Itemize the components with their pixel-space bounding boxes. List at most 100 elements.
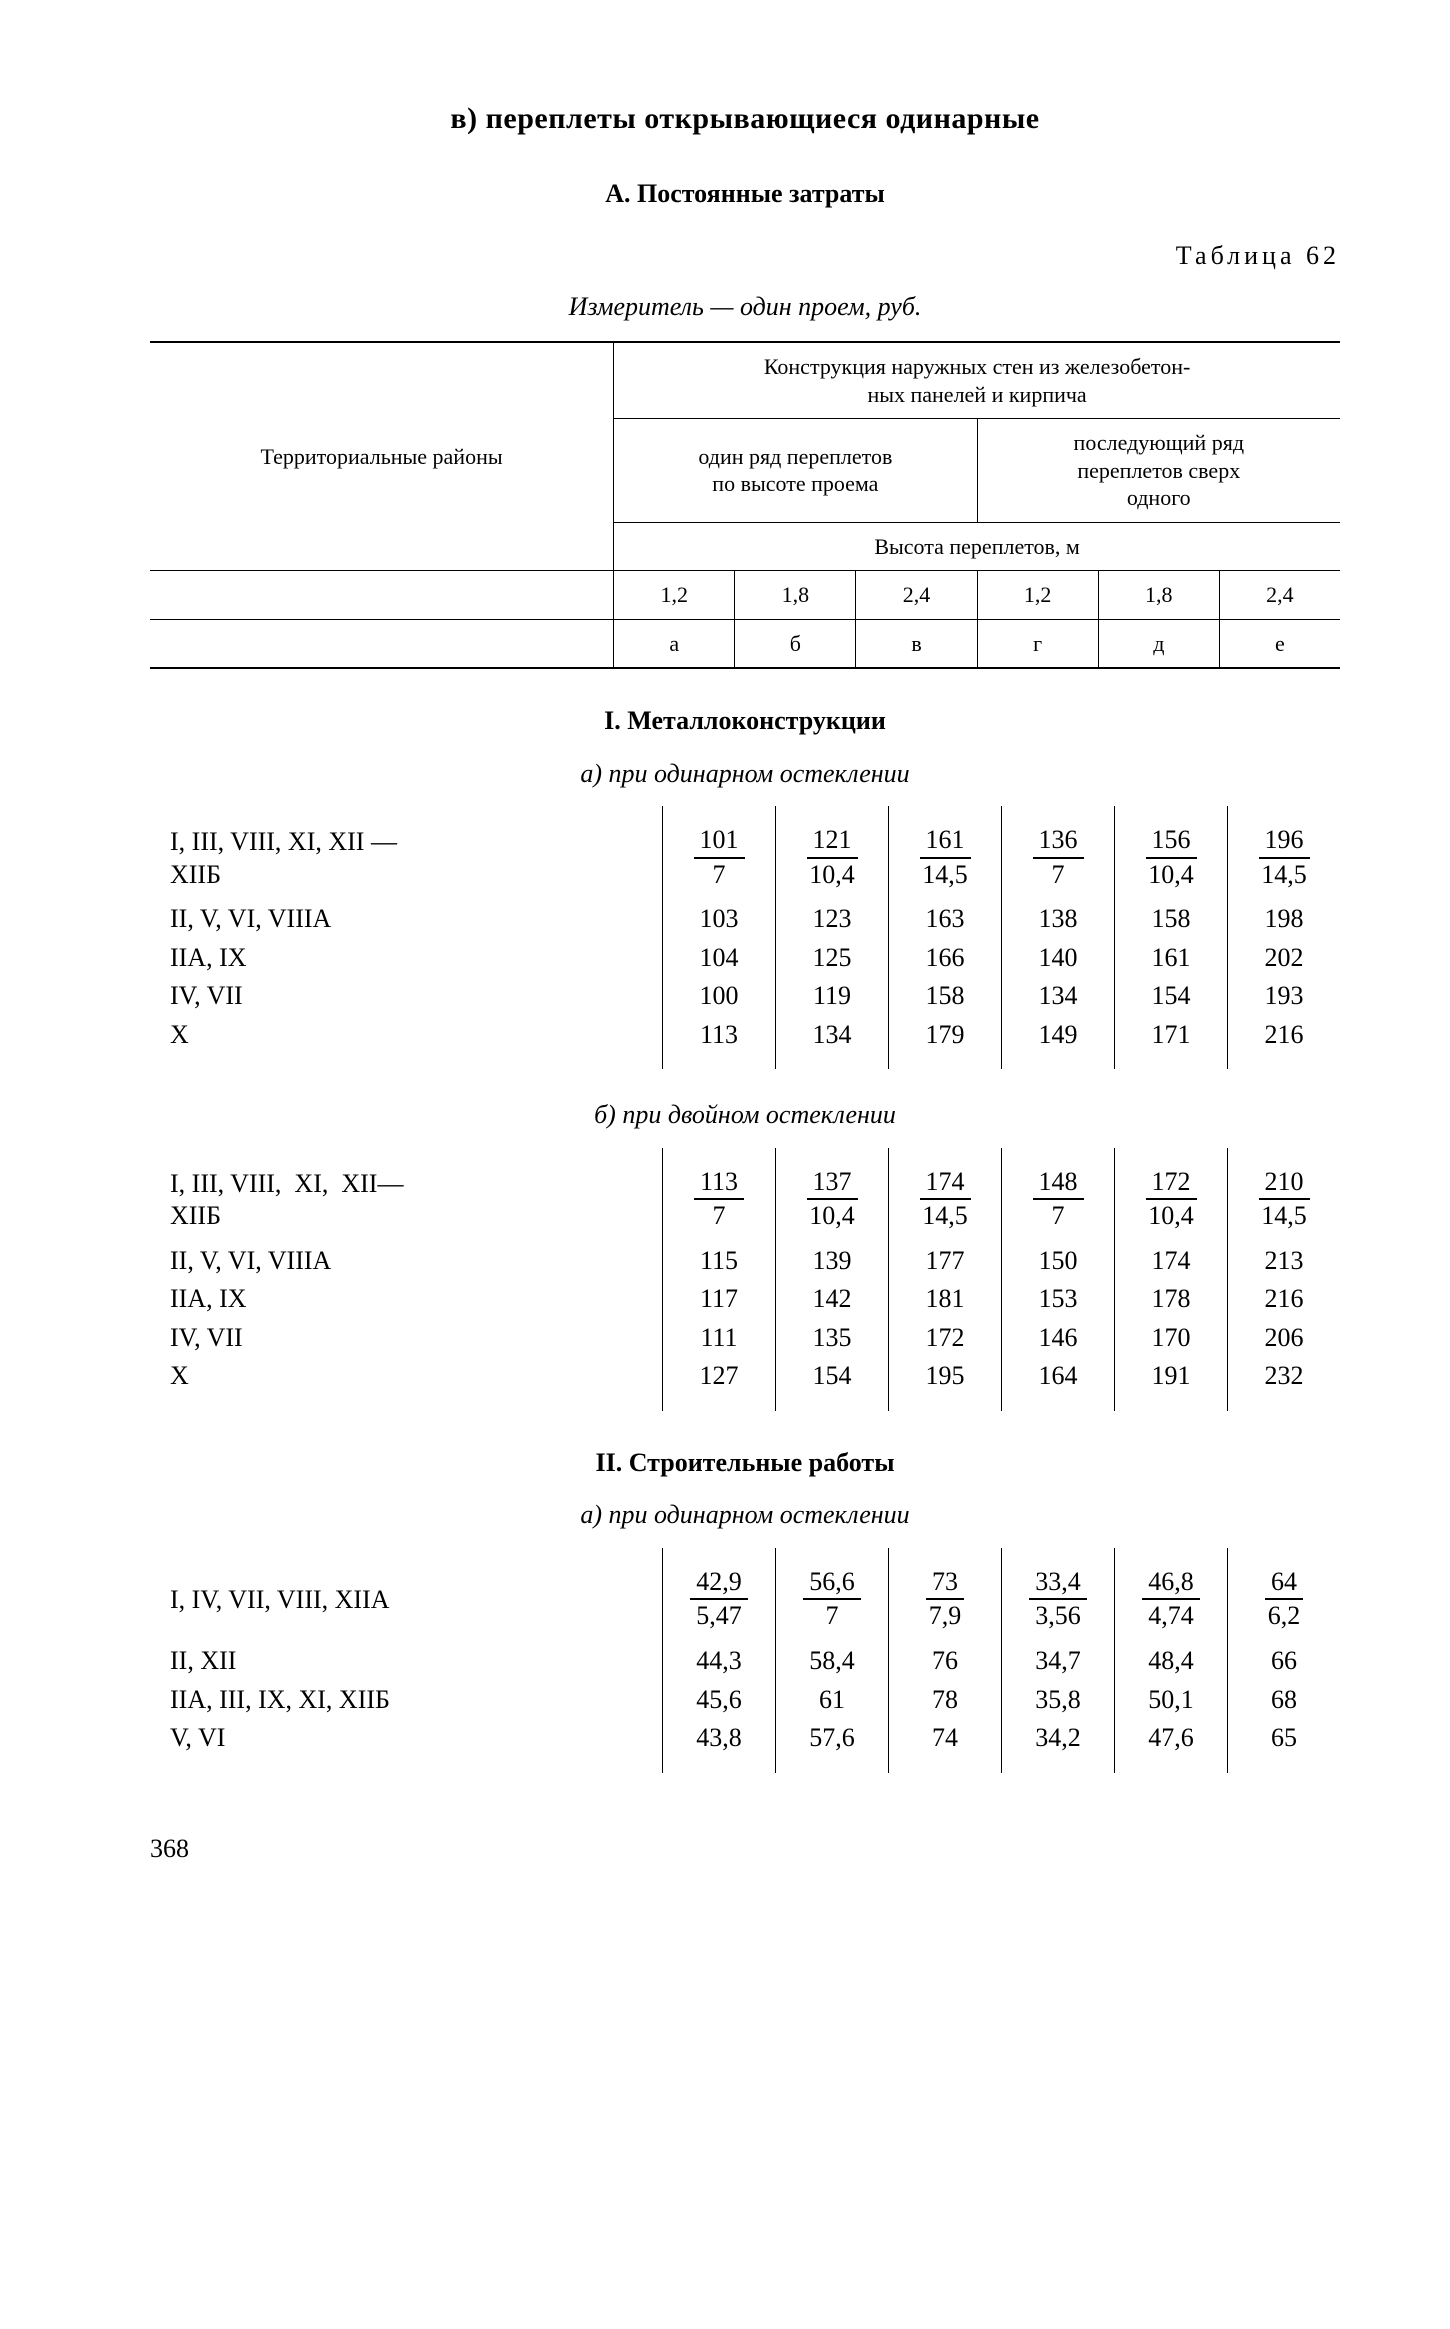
table-cell: 123 [776, 897, 889, 936]
table-cell: 172 [889, 1316, 1002, 1355]
table-cell: 158 [1115, 897, 1228, 936]
table-cell: 154 [1115, 974, 1228, 1013]
table-cell: 163 [889, 897, 1002, 936]
table-cell: 181 [889, 1277, 1002, 1316]
section-II: II. Строительные работы [150, 1447, 1340, 1480]
row-label: II, V, VI, VIIIA [150, 897, 663, 936]
table-cell: 174 [1115, 1239, 1228, 1278]
table-cell: 737,9 [889, 1548, 1002, 1639]
table-cell: 16114,5 [889, 806, 1002, 897]
letter-col: е [1219, 619, 1340, 668]
col-header-next-row: последующий ряд переплетов сверх одного [977, 419, 1340, 523]
table-cell: 74 [889, 1716, 1002, 1773]
table-cell: 115 [663, 1239, 776, 1278]
table-cell: 1487 [1002, 1148, 1115, 1239]
table-cell: 206 [1228, 1316, 1341, 1355]
table-cell: 45,6 [663, 1678, 776, 1717]
table-cell: 68 [1228, 1678, 1341, 1717]
section-I: I. Металлоконструкции [150, 705, 1340, 738]
table-cell: 232 [1228, 1354, 1341, 1411]
letter-col: б [735, 619, 856, 668]
col-header-heights: Высота переплетов, м [614, 522, 1340, 571]
table-number: Таблица 62 [150, 240, 1340, 273]
height-col: 2,4 [856, 571, 977, 620]
row-label: X [150, 1354, 663, 1411]
table-cell: 161 [1115, 936, 1228, 975]
table-cell: 34,2 [1002, 1716, 1115, 1773]
table-cell: 193 [1228, 974, 1341, 1013]
table-cell: 140 [1002, 936, 1115, 975]
table-cell: 111 [663, 1316, 776, 1355]
table-cell: 170 [1115, 1316, 1228, 1355]
table-cell: 134 [776, 1013, 889, 1070]
data-block-b: I, III, VIII, XI, XII— XIIБ113713710,417… [150, 1148, 1340, 1411]
table-cell: 164 [1002, 1354, 1115, 1411]
table-cell: 171 [1115, 1013, 1228, 1070]
row-label: I, III, VIII, XI, XII — XIIБ [150, 806, 663, 897]
table-cell: 35,8 [1002, 1678, 1115, 1717]
row-label: I, III, VIII, XI, XII— XIIБ [150, 1148, 663, 1239]
table-cell: 103 [663, 897, 776, 936]
row-label: IIА, III, IX, XI, XIIБ [150, 1678, 663, 1717]
row-label: X [150, 1013, 663, 1070]
table-cell: 154 [776, 1354, 889, 1411]
table-cell: 76 [889, 1639, 1002, 1678]
table-cell: 65 [1228, 1716, 1341, 1773]
table-cell: 191 [1115, 1354, 1228, 1411]
subsection-IIa: а) при одинарном остеклении [150, 1499, 1340, 1532]
col-header-one-row: один ряд переплетов по высоте проема [614, 419, 977, 523]
table-cell: 119 [776, 974, 889, 1013]
data-block-a: I, III, VIII, XI, XII — XIIБ101712110,41… [150, 806, 1340, 1069]
table-cell: 42,95,47 [663, 1548, 776, 1639]
table-cell: 177 [889, 1239, 1002, 1278]
subsection-a: а) при одинарном остеклении [150, 758, 1340, 791]
meter-line: Измеритель — один проем, руб. [150, 291, 1340, 324]
table-cell: 1137 [663, 1148, 776, 1239]
row-label: IV, VII [150, 974, 663, 1013]
table-cell: 43,8 [663, 1716, 776, 1773]
table-cell: 19614,5 [1228, 806, 1341, 897]
height-col: 1,8 [735, 571, 856, 620]
table-cell: 202 [1228, 936, 1341, 975]
table-cell: 34,7 [1002, 1639, 1115, 1678]
height-col: 1,2 [977, 571, 1098, 620]
table-cell: 17414,5 [889, 1148, 1002, 1239]
table-cell: 47,6 [1115, 1716, 1228, 1773]
table-cell: 66 [1228, 1639, 1341, 1678]
table-cell: 139 [776, 1239, 889, 1278]
table-cell: 216 [1228, 1277, 1341, 1316]
table-cell: 125 [776, 936, 889, 975]
table-cell: 134 [1002, 974, 1115, 1013]
table-cell: 1017 [663, 806, 776, 897]
table-cell: 150 [1002, 1239, 1115, 1278]
letter-col: в [856, 619, 977, 668]
table-cell: 100 [663, 974, 776, 1013]
row-label: IIА, IX [150, 1277, 663, 1316]
table-cell: 179 [889, 1013, 1002, 1070]
table-cell: 178 [1115, 1277, 1228, 1316]
table-cell: 15610,4 [1115, 806, 1228, 897]
table-cell: 216 [1228, 1013, 1341, 1070]
table-header: Территориальные районы Конструкция наруж… [150, 341, 1340, 669]
table-cell: 117 [663, 1277, 776, 1316]
row-label: II, XII [150, 1639, 663, 1678]
section-heading-v: в) переплеты открывающиеся одинарные [150, 100, 1340, 138]
letter-col: а [614, 619, 735, 668]
table-cell: 13710,4 [776, 1148, 889, 1239]
table-cell: 149 [1002, 1013, 1115, 1070]
letter-col: г [977, 619, 1098, 668]
table-cell: 46,84,74 [1115, 1548, 1228, 1639]
col-header-construction: Конструкция наружных стен из железобетон… [614, 342, 1340, 419]
row-label: I, IV, VII, VIII, XIIA [150, 1548, 663, 1639]
table-cell: 646,2 [1228, 1548, 1341, 1639]
table-cell: 158 [889, 974, 1002, 1013]
table-cell: 17210,4 [1115, 1148, 1228, 1239]
table-cell: 12110,4 [776, 806, 889, 897]
letter-col: д [1098, 619, 1219, 668]
table-cell: 78 [889, 1678, 1002, 1717]
table-cell: 56,67 [776, 1548, 889, 1639]
table-cell: 153 [1002, 1277, 1115, 1316]
table-cell: 138 [1002, 897, 1115, 936]
table-cell: 57,6 [776, 1716, 889, 1773]
table-cell: 166 [889, 936, 1002, 975]
